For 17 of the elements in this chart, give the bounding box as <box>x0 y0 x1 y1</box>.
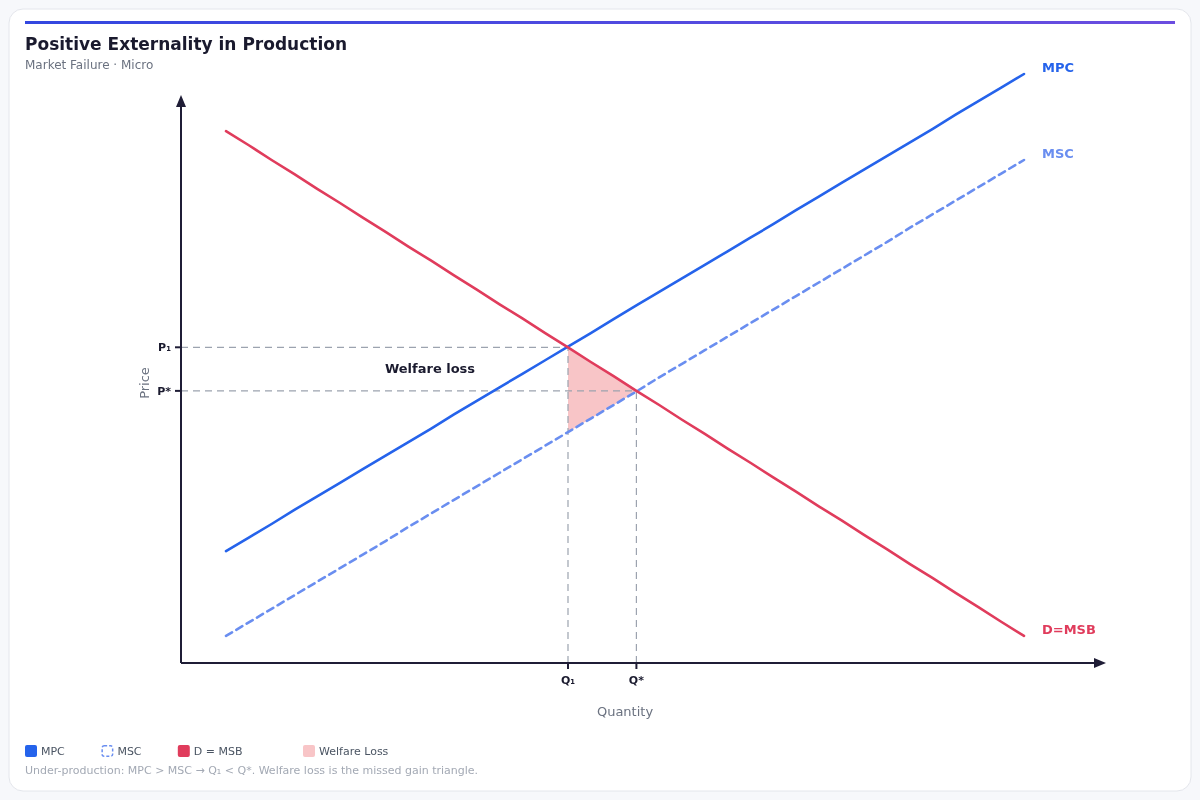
chart-title: Positive Externality in Production <box>25 34 347 54</box>
legend-label: MSC <box>117 745 142 758</box>
x-tick-label: Q* <box>628 674 645 687</box>
ref-line-label: P* <box>157 384 172 398</box>
text: MSC <box>1042 145 1074 161</box>
legend-label: D = MSB <box>193 745 243 758</box>
y-axis-title: Price <box>137 367 152 399</box>
text: D=MSB <box>1042 621 1096 637</box>
x-axis-title: Quantity <box>596 704 654 719</box>
legend-label: Welfare Loss <box>319 745 389 758</box>
text: Under-production: MPC > MSC → Q₁ < Q*. Welfare loss is the missed gain triangle. <box>25 764 479 777</box>
text: Market Failure · Micro <box>25 58 154 72</box>
ref-line-label: P₁ <box>158 341 172 355</box>
legend-label: MPC <box>41 745 66 758</box>
text: MPC <box>1042 60 1075 75</box>
x-tick-label: Q₁ <box>560 674 576 687</box>
annotation: Welfare loss <box>384 361 476 377</box>
